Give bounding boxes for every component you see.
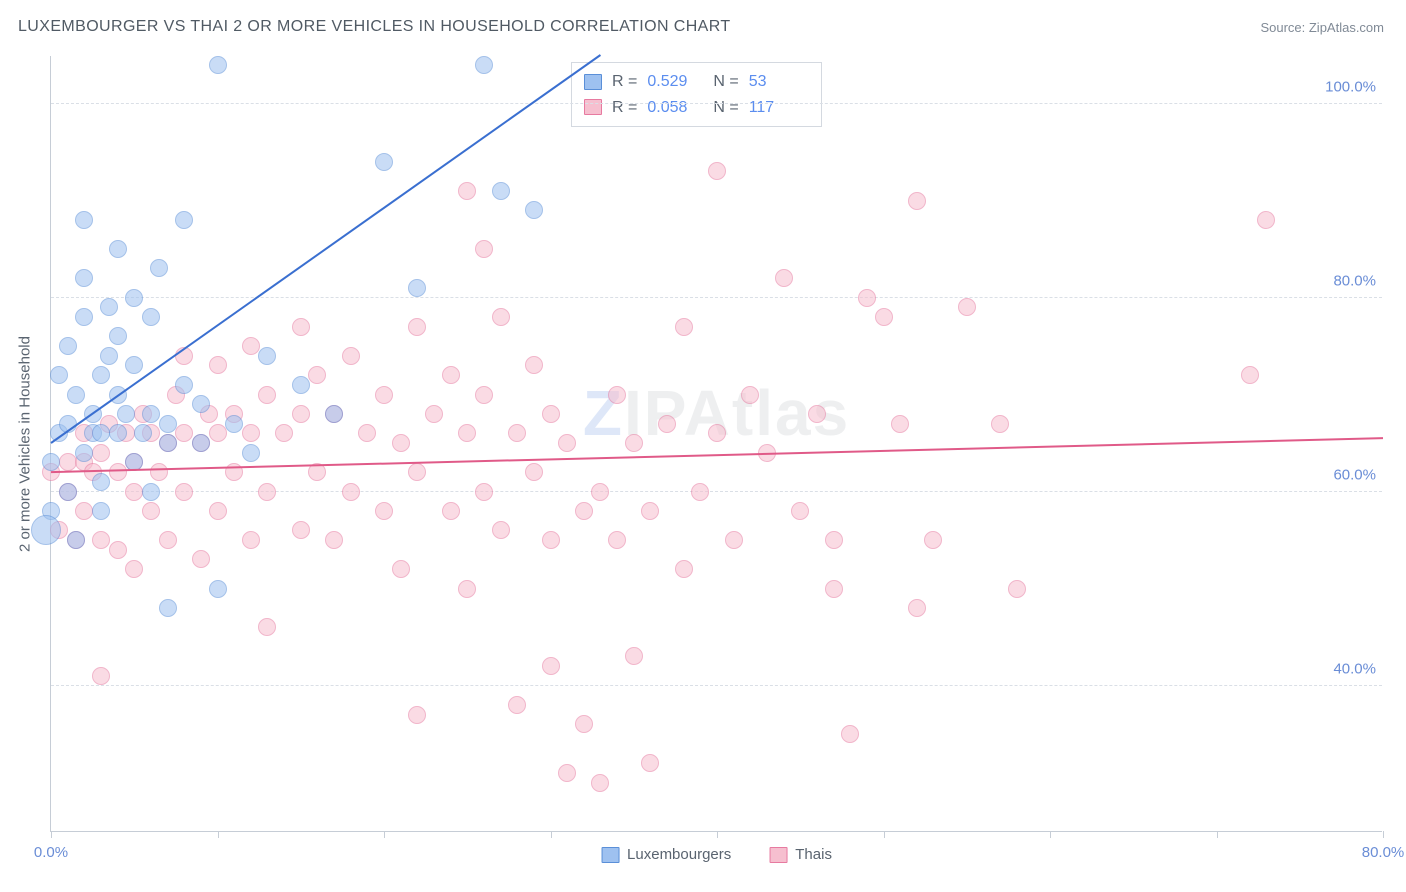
- source-attribution: Source: ZipAtlas.com: [1260, 20, 1384, 35]
- source-prefix: Source:: [1260, 20, 1308, 35]
- x-tick: [218, 831, 219, 838]
- x-tick: [551, 831, 552, 838]
- legend-label-series2: Thais: [795, 846, 832, 863]
- legend-item-series1: Luxembourgers: [601, 846, 731, 863]
- legend-bottom: Luxembourgers Thais: [601, 846, 832, 863]
- legend-label-series1: Luxembourgers: [627, 846, 731, 863]
- x-tick-label: 80.0%: [1362, 844, 1405, 861]
- x-tick-label: 0.0%: [34, 844, 68, 861]
- y-axis-title: 2 or more Vehicles in Household: [17, 336, 34, 552]
- chart-title: LUXEMBOURGER VS THAI 2 OR MORE VEHICLES …: [18, 18, 731, 36]
- x-tick: [1050, 831, 1051, 838]
- trend-line-series1: [51, 55, 1383, 831]
- x-tick: [384, 831, 385, 838]
- x-tick: [1217, 831, 1218, 838]
- swatch-series1: [601, 847, 619, 863]
- chart-container: LUXEMBOURGER VS THAI 2 OR MORE VEHICLES …: [0, 0, 1406, 892]
- legend-item-series2: Thais: [769, 846, 832, 863]
- x-tick: [717, 831, 718, 838]
- x-tick: [1383, 831, 1384, 838]
- swatch-series2: [769, 847, 787, 863]
- x-tick: [51, 831, 52, 838]
- source-name: ZipAtlas.com: [1309, 20, 1384, 35]
- plot-area: ZIPAtlas 2 or more Vehicles in Household…: [50, 56, 1382, 832]
- x-tick: [884, 831, 885, 838]
